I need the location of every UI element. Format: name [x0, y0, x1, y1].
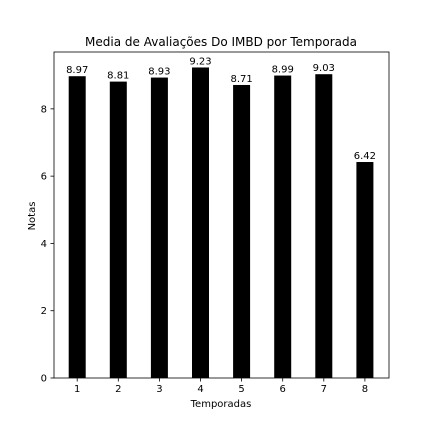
x-tick-label: 1 — [74, 384, 80, 395]
bar-value-label: 9.23 — [189, 56, 211, 67]
bar-season-8 — [356, 162, 374, 378]
bar-season-5 — [233, 84, 251, 379]
bar-season-2 — [109, 81, 127, 379]
bar-season-6 — [274, 75, 292, 378]
x-tick-label: 7 — [321, 384, 327, 395]
x-tick-label: 5 — [238, 384, 244, 395]
bar-value-label: 8.81 — [107, 71, 129, 82]
x-axis-label: Temporadas — [190, 399, 252, 410]
bar-value-label: 8.71 — [230, 74, 252, 85]
y-tick-label: 6 — [41, 172, 47, 183]
y-tick-label: 8 — [41, 104, 47, 115]
y-tick-label: 4 — [41, 239, 47, 250]
y-axis-label: Notas — [27, 202, 38, 231]
y-tick-label: 0 — [41, 374, 47, 385]
y-tick-label: 2 — [41, 306, 47, 317]
x-tick-label: 2 — [115, 384, 121, 395]
bar-value-label: 6.42 — [354, 151, 376, 162]
chart-title: Media de Avaliações Do IMBD por Temporad… — [85, 35, 357, 49]
plot-area: 8.97 8.81 8.93 9.23 8.71 8.99 9.03 6.42 1 2 3 4 5 6 7 8… — [41, 51, 390, 395]
plot-frame — [53, 51, 390, 379]
x-tick-label: 3 — [156, 384, 162, 395]
bar-value-label: 9.03 — [313, 63, 335, 74]
bar-value-label: 8.97 — [66, 65, 88, 76]
bar-value-label: 8.99 — [272, 65, 294, 76]
bar-value-label: 8.93 — [148, 67, 170, 78]
bar-season-3 — [150, 77, 168, 378]
bar-season-1 — [68, 76, 86, 379]
bar-season-4 — [192, 67, 209, 379]
bar-season-7 — [315, 74, 333, 378]
x-tick-label: 6 — [280, 384, 286, 395]
x-tick-label: 4 — [197, 384, 203, 395]
x-tick-label: 8 — [362, 384, 368, 395]
